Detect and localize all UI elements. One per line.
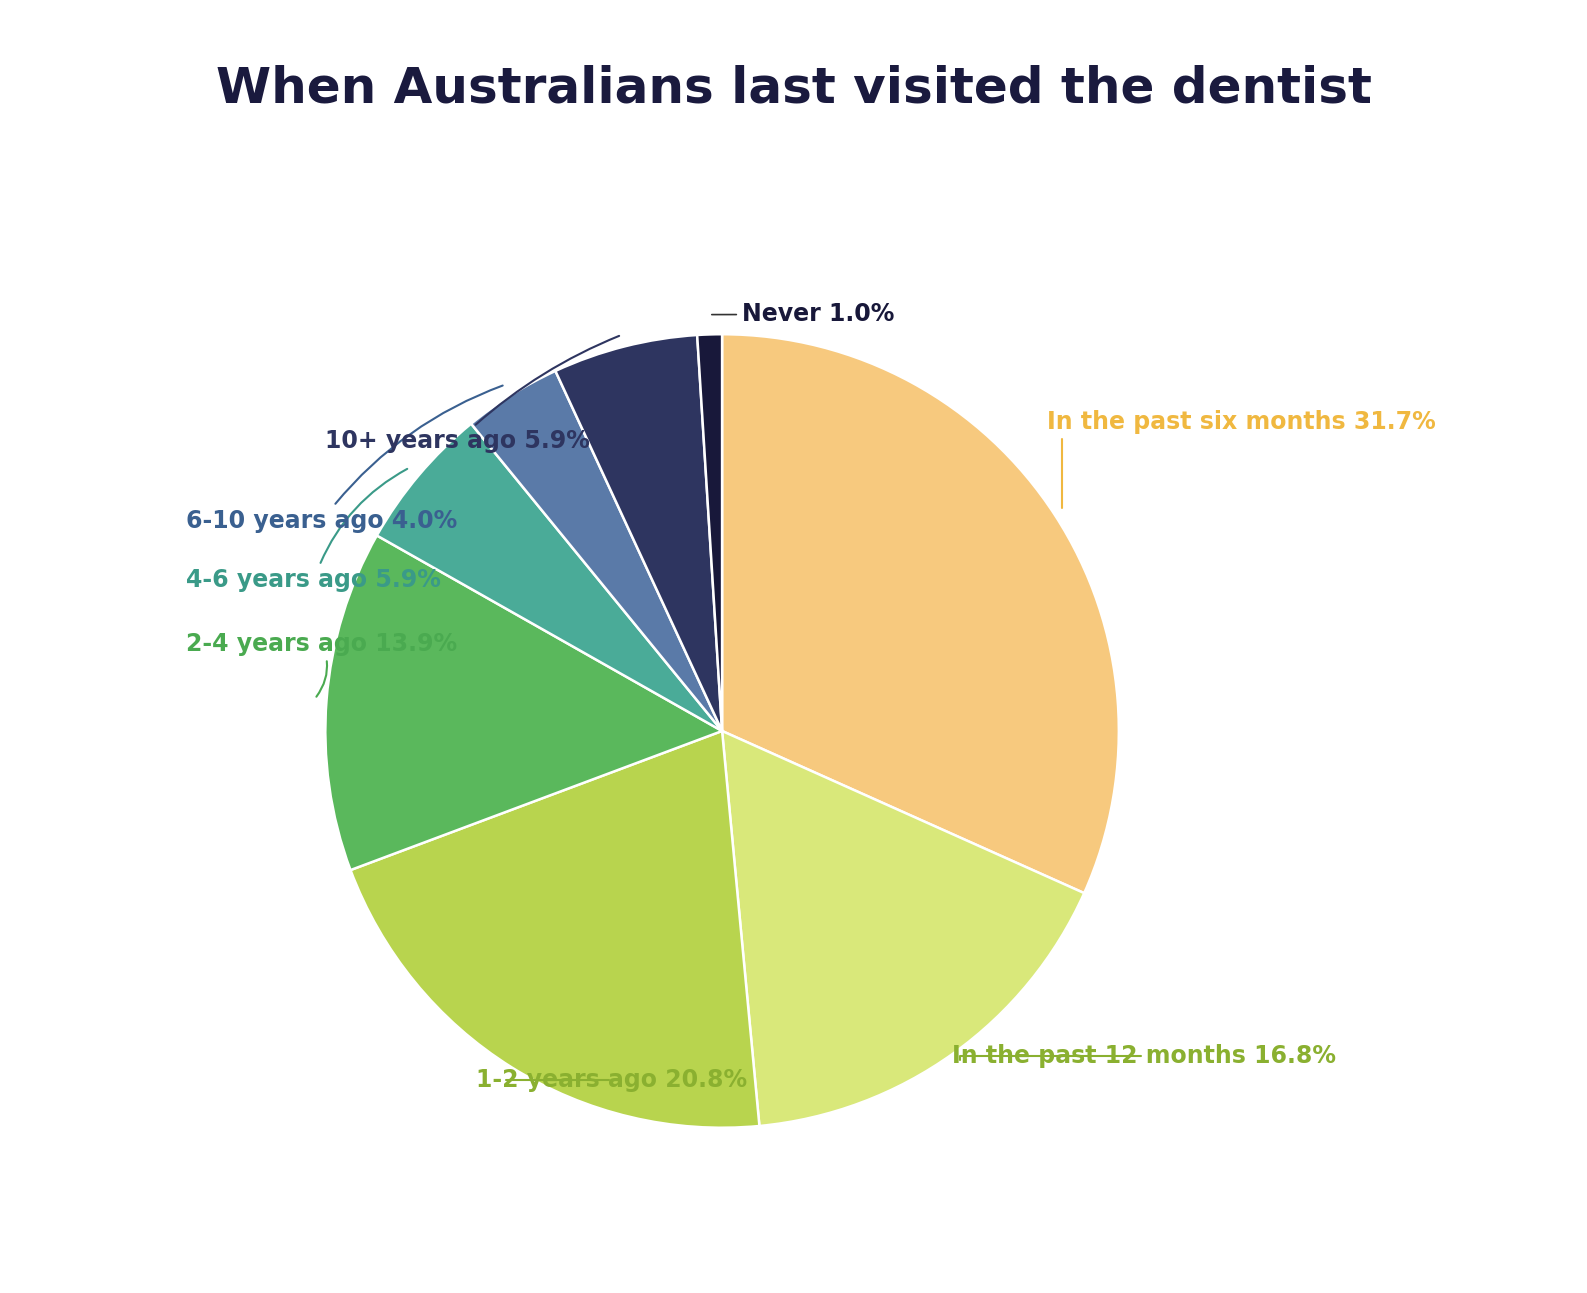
- Wedge shape: [555, 335, 722, 731]
- Text: 10+ years ago 5.9%: 10+ years ago 5.9%: [325, 336, 619, 454]
- Text: In the past six months 31.7%: In the past six months 31.7%: [1047, 410, 1436, 508]
- Wedge shape: [722, 731, 1084, 1126]
- Wedge shape: [722, 334, 1119, 893]
- Text: In the past 12 months 16.8%: In the past 12 months 16.8%: [952, 1045, 1336, 1068]
- Wedge shape: [376, 424, 722, 731]
- Wedge shape: [351, 731, 760, 1127]
- Text: Never 1.0%: Never 1.0%: [713, 303, 895, 326]
- Wedge shape: [697, 334, 722, 731]
- Wedge shape: [325, 535, 722, 870]
- Text: When Australians last visited the dentist: When Australians last visited the dentis…: [216, 65, 1371, 112]
- Text: 1-2 years ago 20.8%: 1-2 years ago 20.8%: [476, 1068, 747, 1093]
- Wedge shape: [471, 371, 722, 731]
- Text: 4-6 years ago 5.9%: 4-6 years ago 5.9%: [186, 469, 441, 592]
- Text: 2-4 years ago 13.9%: 2-4 years ago 13.9%: [186, 632, 457, 697]
- Text: 6-10 years ago 4.0%: 6-10 years ago 4.0%: [186, 385, 503, 533]
